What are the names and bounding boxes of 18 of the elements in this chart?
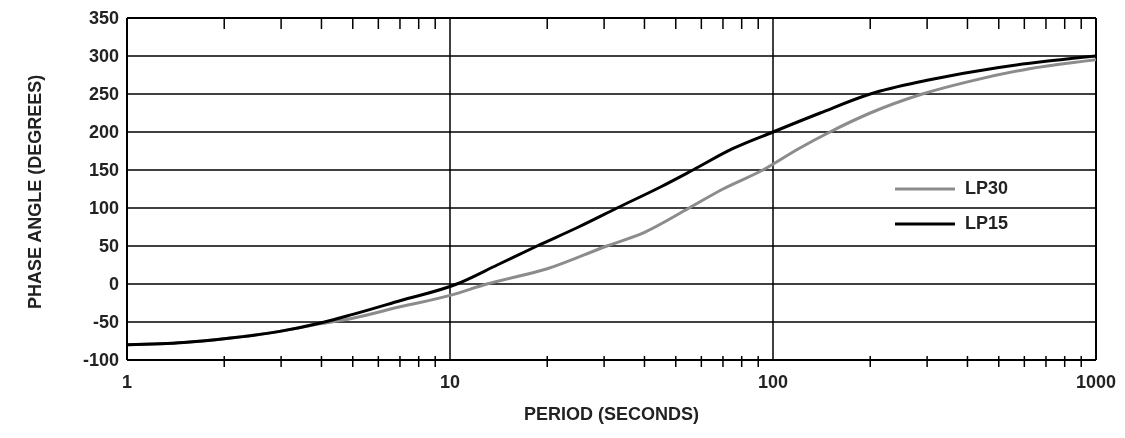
y-tick-label: 0	[108, 274, 119, 295]
y-axis-title: PHASE ANGLE (DEGREES)	[25, 74, 46, 309]
y-tick-label: -100	[82, 350, 119, 371]
y-tick-label: 100	[88, 198, 119, 219]
y-tick-label: 50	[98, 236, 119, 257]
legend-label: LP30	[964, 178, 1008, 199]
x-tick-label: 10	[439, 372, 461, 392]
x-tick-label: 1000	[1075, 372, 1117, 392]
y-tick-label: 300	[88, 46, 119, 67]
x-axis-title: PERIOD (SECONDS)	[523, 404, 700, 424]
y-tick-label: 250	[88, 84, 119, 105]
y-tick-label: 350	[88, 8, 119, 29]
y-tick-label: 200	[88, 122, 119, 143]
x-tick-label: 100	[757, 372, 789, 392]
legend-label: LP15	[964, 213, 1008, 234]
x-tick-label: 1	[121, 372, 133, 392]
y-tick-label: -50	[92, 312, 119, 333]
y-tick-label: 150	[88, 160, 119, 181]
